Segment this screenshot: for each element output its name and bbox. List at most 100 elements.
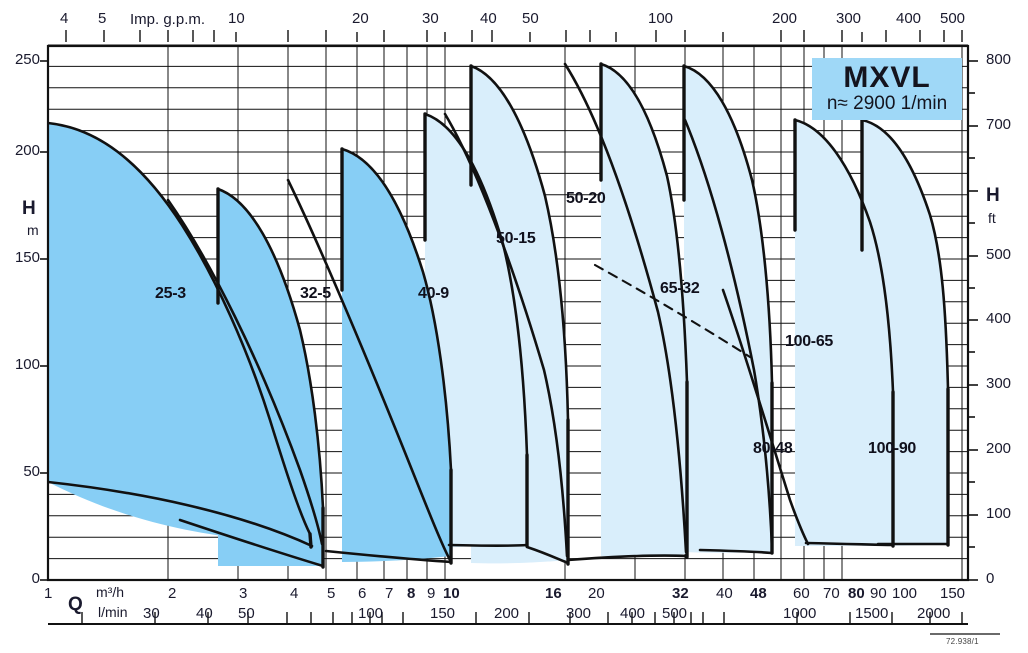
model-label-32-5: 32-5 [300, 285, 331, 302]
curve-40-9-bottom [324, 549, 453, 564]
bottom-lmin-30: 30 [143, 605, 160, 622]
top-tick-500: 500 [940, 10, 966, 27]
bottom-m3h-40: 40 [716, 585, 733, 602]
bottom-m3h-7: 7 [385, 585, 394, 602]
right-axis-symbol: H [986, 185, 1000, 206]
bottom-m3h-100: 100 [892, 585, 918, 602]
right-tick-500: 500 [986, 246, 1012, 263]
model-label-65-32: 65-32 [660, 280, 700, 297]
bottom-m3h-8: 8 [407, 585, 416, 602]
right-tick-100: 100 [986, 505, 1012, 522]
left-tick-150: 150 [14, 249, 40, 266]
bottom-unit-m3h: m³/h [96, 584, 124, 600]
curve-25-3-bottom [48, 480, 314, 548]
right-tick-800: 800 [986, 51, 1012, 68]
bottom-m3h-10: 10 [443, 585, 460, 602]
region-80-48 [684, 66, 772, 553]
bottom-m3h-16: 16 [545, 585, 562, 602]
bottom-m3h-60: 60 [793, 585, 810, 602]
top-tick-30: 30 [422, 10, 439, 27]
model-label-100-90: 100-90 [868, 440, 917, 457]
region-40-9 [342, 149, 451, 562]
top-tick-300: 300 [836, 10, 862, 27]
left-tick-250: 250 [14, 51, 40, 68]
separator-50-20-inner [443, 112, 569, 558]
right-tick-300: 300 [986, 375, 1012, 392]
model-label-25-3: 25-3 [155, 285, 186, 302]
envelope-outlines [48, 62, 950, 569]
top-tick-200: 200 [772, 10, 798, 27]
top-tick-10: 10 [228, 10, 245, 27]
curve-80-48-bottom [698, 548, 774, 555]
top-tick-4: 4 [60, 10, 69, 27]
bottom-m3h-4: 4 [290, 585, 299, 602]
top-axis-title: Imp. g.p.m. [130, 11, 206, 28]
left-axis-unit: m [27, 222, 39, 238]
bottom-lmin-50: 50 [238, 605, 255, 622]
model-label-50-20: 50-20 [566, 190, 606, 207]
curve-25-3-right [308, 532, 313, 549]
top-tick-100: 100 [648, 10, 674, 27]
curve-40-9-top [340, 147, 453, 472]
title-box: MXVL n≈ 2900 1/min [812, 58, 962, 120]
bottom-m3h-90: 90 [870, 585, 887, 602]
bottom-lmin-300: 300 [566, 605, 592, 622]
region-65-32 [601, 64, 687, 557]
curve-25-3-top [48, 121, 312, 536]
separator-65-32-inner [563, 62, 688, 554]
curve-65-32-bottom [566, 554, 689, 562]
model-label-40-9: 40-9 [418, 285, 449, 302]
bottom-m3h-70: 70 [823, 585, 840, 602]
bottom-lmin-100: 100 [358, 605, 384, 622]
curve-32-5-bottom [178, 518, 325, 568]
bottom-lmin-1500: 1500 [855, 605, 889, 622]
top-tick-40: 40 [480, 10, 497, 27]
bottom-axis-symbol: Q [68, 594, 83, 615]
bottom-m3h-32: 32 [672, 585, 689, 602]
top-tick-20: 20 [352, 10, 369, 27]
bottom-lmin-500: 500 [662, 605, 688, 622]
right-tick-0: 0 [986, 570, 995, 587]
left-tick-50: 50 [23, 463, 40, 480]
left-axis-symbol: H [22, 198, 36, 219]
left-tick-100: 100 [14, 356, 40, 373]
model-label-50-15: 50-15 [496, 230, 536, 247]
right-tick-marks [968, 60, 978, 581]
left-tick-marks [40, 60, 48, 581]
model-label-100-65: 100-65 [785, 333, 834, 350]
document-code: 72.938/1 [946, 637, 979, 646]
bottom-m3h-9: 9 [427, 585, 436, 602]
curve-50-20-top [469, 64, 570, 422]
bottom-m3h-3: 3 [239, 585, 248, 602]
top-tick-5: 5 [98, 10, 107, 27]
bottom-lmin-200: 200 [494, 605, 520, 622]
right-tick-200: 200 [986, 440, 1012, 457]
bottom-lmin-150: 150 [430, 605, 456, 622]
bottom-m3h-1: 1 [44, 585, 53, 602]
bottom-unit-lmin: l/min [98, 604, 128, 620]
top-tick-50: 50 [522, 10, 539, 27]
bottom-m3h-20: 20 [588, 585, 605, 602]
bottom-m3h-5: 5 [327, 585, 336, 602]
top-tick-marks [65, 30, 963, 42]
separator-40-9-inner [286, 178, 452, 562]
region-100-65 [795, 120, 893, 546]
bottom-tick-marks [81, 612, 963, 624]
separator-100-65-inner [721, 288, 810, 546]
curve-32-5-top [216, 187, 325, 510]
separator-80-48-inner [683, 118, 774, 550]
model-name: MXVL [843, 60, 931, 94]
right-axis-unit: ft [988, 210, 996, 226]
left-tick-0: 0 [31, 570, 40, 587]
speed-label: n≈ 2900 1/min [826, 93, 948, 115]
bottom-lmin-400: 400 [620, 605, 646, 622]
curve-100-65-top [793, 118, 895, 394]
bottom-m3h-80: 80 [848, 585, 865, 602]
plot-frame [46, 44, 970, 582]
bottom-lmin-40: 40 [196, 605, 213, 622]
bottom-lmin-1000: 1000 [783, 605, 817, 622]
right-tick-700: 700 [986, 116, 1012, 133]
curve-80-48-top [682, 64, 774, 385]
left-tick-200: 200 [14, 142, 40, 159]
